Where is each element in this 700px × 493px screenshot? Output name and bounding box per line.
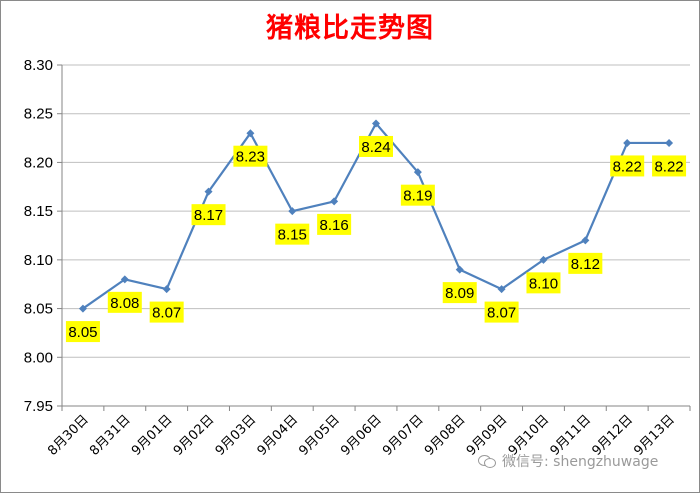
- data-label-text: 8.10: [529, 275, 558, 292]
- data-label: 8.07: [484, 301, 519, 323]
- data-label-text: 8.09: [445, 285, 474, 302]
- x-tick-label: 8月30日: [45, 412, 92, 459]
- data-label-text: 8.24: [361, 139, 390, 156]
- data-label: 8.12: [568, 252, 603, 274]
- x-tick-label: 9月02日: [171, 412, 218, 459]
- watermark: 微信号: shengzhuwage: [478, 451, 658, 471]
- data-label-bg: [275, 223, 310, 245]
- data-labels: 8.05 8.08 8.07 8.17 8.23 8.15 8.16 8.24 8.19 8.09…: [65, 135, 687, 343]
- axes: [57, 64, 691, 411]
- y-axis-ticks: 7.95 8.00 8.05 8.10 8.15 8.20 8.25 8.30: [24, 57, 53, 415]
- wechat-icon: [478, 454, 496, 468]
- data-point: [204, 187, 213, 196]
- data-label: 8.17: [191, 204, 226, 226]
- x-tick-label: 9月07日: [380, 412, 427, 459]
- data-label-bg: [652, 155, 687, 177]
- data-label-text: 8.22: [654, 158, 683, 175]
- y-tick-label: 8.15: [24, 203, 53, 220]
- data-label-text: 8.22: [613, 158, 642, 175]
- data-point: [623, 138, 632, 147]
- data-point: [120, 275, 129, 284]
- data-label-bg: [484, 301, 519, 323]
- watermark-text: 微信号: shengzhuwage: [502, 454, 659, 470]
- x-tick-label: 9月06日: [338, 412, 385, 459]
- y-tick-label: 8.30: [24, 57, 53, 74]
- chart-title: 猪粮比走势图: [266, 13, 434, 44]
- data-point: [162, 285, 171, 294]
- data-label: 8.22: [652, 155, 687, 177]
- data-label-text: 8.05: [68, 324, 97, 341]
- data-label-text: 8.07: [152, 305, 181, 322]
- data-label-bg: [400, 184, 435, 206]
- data-label: 8.23: [233, 145, 268, 167]
- price-ratio-series: [78, 119, 674, 313]
- data-label-text: 8.12: [571, 256, 600, 273]
- data-label: 8.22: [610, 155, 645, 177]
- data-label-text: 8.17: [194, 207, 223, 224]
- data-point: [78, 304, 87, 313]
- x-tick-label: 9月08日: [422, 412, 469, 459]
- y-tick-label: 8.25: [24, 106, 53, 123]
- data-label-bg: [149, 301, 184, 323]
- data-point: [581, 236, 590, 245]
- x-tick-label: 9月05日: [296, 412, 343, 459]
- data-label: 8.10: [526, 272, 561, 294]
- data-label-text: 8.23: [236, 149, 265, 166]
- data-point: [372, 119, 380, 128]
- data-label: 8.05: [65, 321, 100, 343]
- data-label: 8.19: [400, 184, 435, 206]
- x-tick-label: 9月04日: [255, 412, 302, 459]
- data-point: [330, 197, 339, 206]
- data-label-text: 8.08: [110, 295, 139, 312]
- data-label: 8.08: [107, 291, 142, 313]
- data-point: [497, 285, 506, 294]
- data-point: [413, 168, 422, 177]
- data-label: 8.16: [317, 213, 352, 235]
- data-label-text: 8.07: [487, 305, 516, 322]
- data-point: [288, 207, 297, 216]
- y-tick-label: 8.10: [24, 252, 53, 269]
- data-label-bg: [191, 204, 226, 226]
- x-tick-label: 8月31日: [87, 412, 134, 459]
- data-label-text: 8.16: [320, 217, 349, 234]
- data-point: [665, 138, 674, 147]
- data-label-bg: [568, 252, 603, 274]
- data-point: [455, 265, 464, 274]
- y-tick-label: 7.95: [24, 398, 53, 415]
- data-label-bg: [233, 145, 268, 167]
- data-point: [539, 255, 548, 264]
- x-tick-label: 9月03日: [213, 412, 260, 459]
- data-label-text: 8.15: [278, 227, 307, 244]
- data-label: 8.24: [359, 135, 393, 157]
- data-label-bg: [107, 291, 142, 313]
- y-tick-label: 8.20: [24, 154, 53, 171]
- x-tick-label: 9月01日: [129, 412, 176, 459]
- data-label-bg: [65, 321, 100, 343]
- y-tick-label: 8.05: [24, 301, 53, 318]
- data-label-bg: [359, 135, 393, 157]
- data-label-bg: [317, 213, 352, 235]
- data-label-bg: [526, 272, 561, 294]
- data-label: 8.09: [442, 282, 477, 304]
- data-point: [246, 129, 255, 138]
- data-label-bg: [442, 282, 477, 304]
- data-label: 8.07: [149, 301, 184, 323]
- y-tick-label: 8.00: [24, 349, 53, 366]
- data-label: 8.15: [275, 223, 310, 245]
- data-label-text: 8.19: [403, 188, 432, 205]
- data-label-bg: [610, 155, 645, 177]
